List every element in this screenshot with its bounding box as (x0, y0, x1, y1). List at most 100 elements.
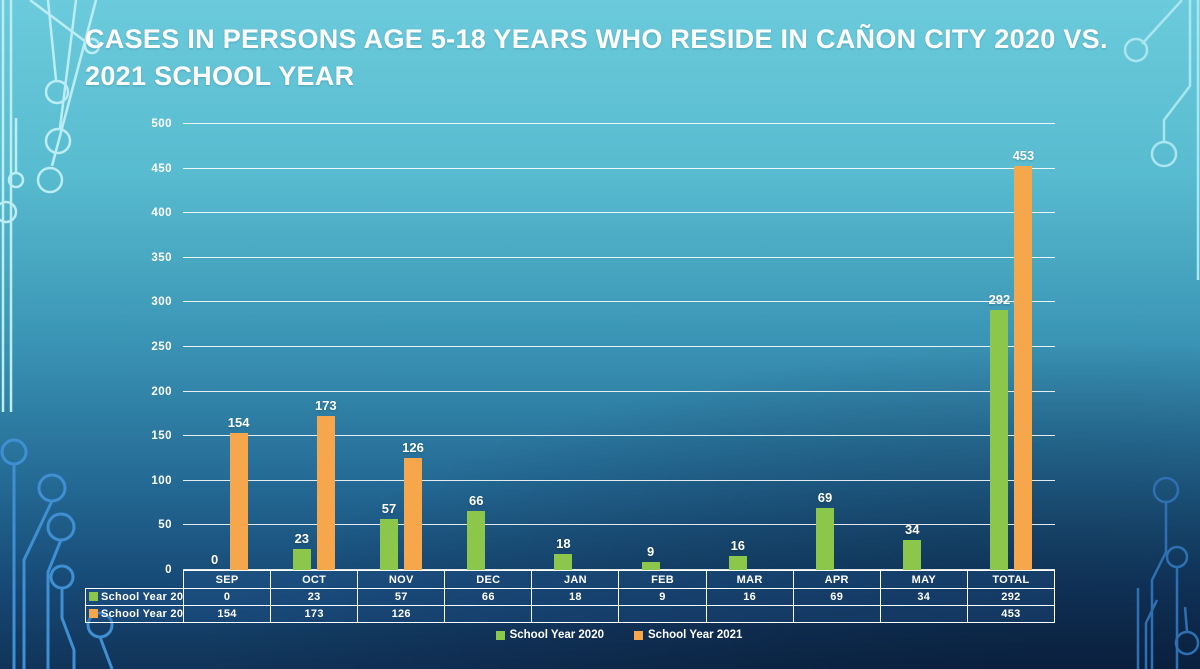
y-tick-label: 200 (151, 385, 172, 398)
bar-school-year-2021-nov (404, 457, 422, 570)
gridline (183, 435, 1055, 437)
y-tick-label: 150 (151, 430, 172, 443)
bar-value-label: 23 (294, 531, 310, 547)
table-header-may: MAY (879, 570, 968, 589)
table-cell-may: 34 (879, 588, 968, 606)
table-row-school-year-2021: School Year 2021154173126 453 (85, 605, 1056, 623)
bar-value-label: 69 (817, 490, 833, 506)
bar-slot: 126 (402, 124, 424, 570)
bar-slot (840, 124, 858, 570)
bar-slot: 154 (228, 124, 249, 570)
gridline (183, 524, 1055, 526)
bar-value-label: 66 (468, 493, 484, 509)
bar-slot: 34 (903, 124, 922, 570)
gridline (183, 167, 1055, 169)
category-column-apr: 69 (793, 124, 880, 570)
gridline (183, 256, 1055, 258)
y-tick-label: 350 (151, 251, 172, 264)
gridline (183, 301, 1055, 303)
bar-school-year-2020-dec (467, 511, 486, 570)
bar-school-year-2020-oct (292, 549, 311, 570)
table-header-jan: JAN (531, 570, 620, 589)
y-tick-label: 450 (151, 162, 172, 175)
bar-slot: 0 (206, 124, 224, 570)
table-cell-nov: 57 (357, 588, 446, 606)
bar-value-label: 173 (314, 397, 337, 413)
gridline (183, 569, 1055, 570)
table-cell-mar (705, 605, 794, 623)
bar-slot (578, 124, 596, 570)
series-swatch-icon (89, 592, 98, 601)
table-cell-nov: 126 (357, 605, 446, 623)
bar-slot: 23 (292, 124, 311, 570)
legend-label: School Year 2020 (509, 629, 604, 641)
gridline (183, 479, 1055, 481)
bar-school-year-2020-feb (641, 561, 660, 570)
table-cell-jan (531, 605, 620, 623)
y-axis: 0 50 100 150 200 250 300 350 400 450 500 (118, 118, 172, 576)
bar-slot: 66 (467, 124, 486, 570)
bar-school-year-2021-oct (316, 415, 335, 570)
gridline (183, 390, 1055, 392)
data-table: SEP OCT NOV DEC JAN FEB MAR APR MAY TOTAL School … (85, 570, 1056, 623)
bar-value-label: 18 (556, 535, 571, 551)
bar-value-label: 126 (402, 439, 424, 455)
gridline (183, 346, 1055, 347)
circuit-trace-bottom-right-icon (1136, 476, 1200, 669)
y-tick-label: 400 (151, 207, 172, 220)
table-row-school-year-2020: School Year 20200235766189166934292 (85, 588, 1056, 606)
bar-value-label: 9 (646, 543, 655, 559)
table-header-total: TOTAL (966, 570, 1056, 589)
data-table-body: School Year 20200235766189166934292Schoo… (85, 588, 1056, 623)
table-cell-sep: 154 (182, 605, 272, 623)
grid-layer (183, 123, 1055, 570)
category-column-nov: 57 126 (357, 124, 444, 570)
legend: School Year 2020 School Year 2021 (183, 629, 1055, 641)
bar-slot: 292 (988, 124, 1011, 570)
series-name: School Year 2021 (101, 608, 184, 620)
bar-value-label: 453 (1012, 147, 1035, 163)
bar-value-label: 34 (904, 521, 920, 537)
bar-slot: 9 (641, 124, 660, 570)
bar-slot (927, 124, 945, 570)
table-cell-mar: 16 (705, 588, 794, 606)
bar-slot: 18 (554, 124, 573, 570)
category-column-mar: 16 (706, 124, 793, 570)
table-cell-feb (618, 605, 707, 623)
table-cell-may (879, 605, 968, 623)
bar-school-year-2021-total (1014, 165, 1033, 570)
table-header-sep: SEP (182, 570, 272, 589)
bar-school-year-2020-may (903, 539, 922, 570)
table-cell-total: 292 (966, 588, 1056, 606)
table-corner-cell (86, 571, 184, 589)
bar-slot: 69 (816, 124, 835, 570)
gridline (183, 212, 1055, 214)
table-cell-oct: 173 (270, 605, 359, 623)
bar-value-label: 0 (210, 552, 219, 567)
bar-value-label: 292 (988, 291, 1011, 307)
legend-swatch-icon (495, 630, 505, 640)
table-cell-feb: 9 (618, 588, 707, 606)
table-row-label: School Year 2021 (85, 605, 184, 623)
table-cell-jan: 18 (531, 588, 620, 606)
table-cell-sep: 0 (182, 588, 272, 606)
legend-item-school-year-2021: School Year 2021 (634, 629, 742, 641)
slide-title: CASES IN PERSONS AGE 5-18 YEARS WHO RESI… (85, 24, 1108, 91)
data-table-header-row: SEP OCT NOV DEC JAN FEB MAR APR MAY TOTAL (86, 570, 1056, 589)
table-cell-dec: 66 (444, 588, 533, 606)
y-tick-label: 0 (165, 564, 172, 576)
bar-slot: 173 (314, 124, 337, 570)
table-header-mar: MAR (705, 570, 794, 589)
bar-school-year-2020-apr (816, 508, 835, 570)
legend-label: School Year 2021 (648, 629, 743, 641)
table-cell-apr: 69 (792, 588, 881, 606)
legend-item-school-year-2020: School Year 2020 (495, 629, 604, 641)
bar-school-year-2020-jan (554, 553, 573, 570)
category-column-may: 34 (881, 124, 968, 570)
bar-slot: 57 (380, 124, 398, 570)
bar-school-year-2020-mar (728, 555, 747, 570)
category-column-feb: 9 (619, 124, 706, 570)
y-tick-label: 50 (158, 519, 172, 532)
series-name: School Year 2020 (101, 591, 184, 603)
